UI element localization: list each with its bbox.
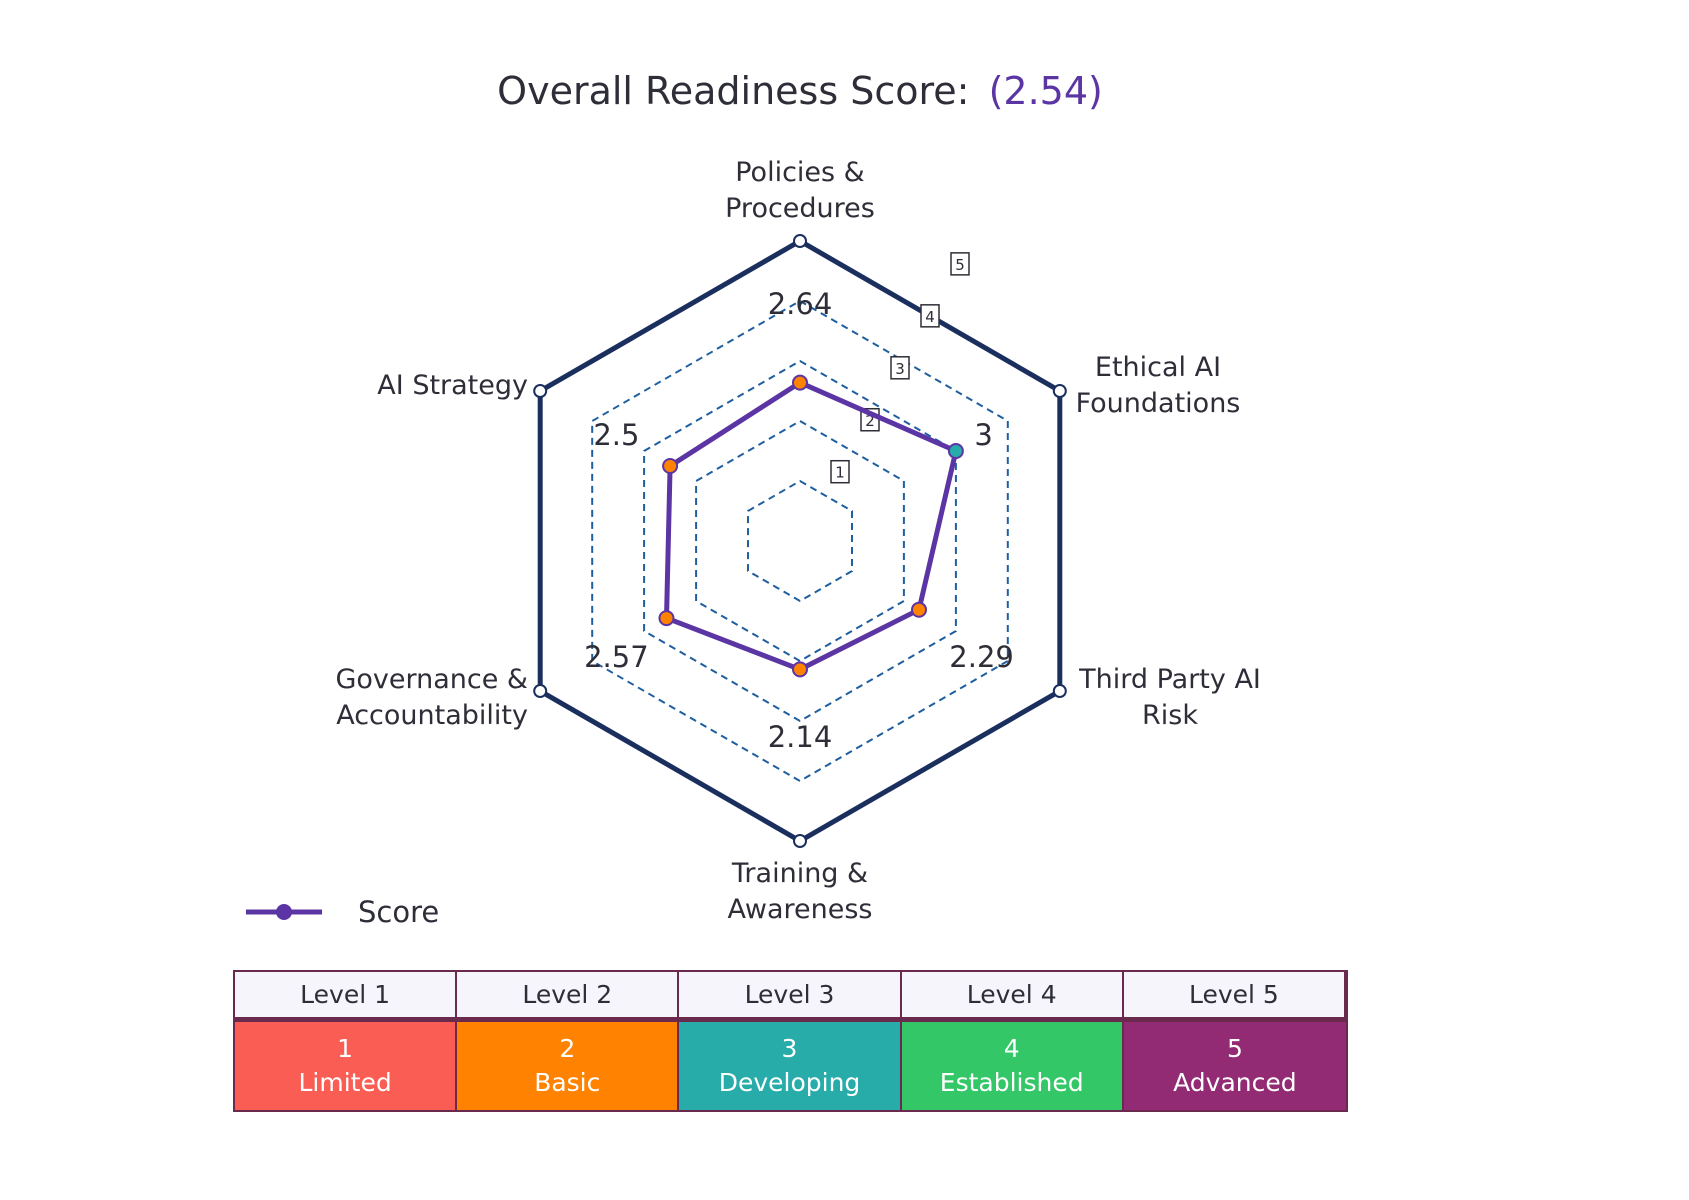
axis-label-line: Training &	[731, 858, 868, 889]
score-point-3	[910, 601, 927, 618]
level-header-5: Level 5	[1123, 972, 1346, 1022]
value-label-6: 2.5	[593, 418, 639, 452]
axis-vertex-marker	[1052, 684, 1067, 698]
tick-label: 3	[895, 360, 905, 378]
tick-box	[950, 252, 970, 276]
maturity-level-table: Level 1 Level 2 Level 3 Level 4 Level 5 …	[233, 970, 1348, 1112]
axis-label-line: Awareness	[728, 894, 873, 925]
score-series	[658, 374, 964, 678]
level-header-3: Level 3	[679, 972, 902, 1022]
tick-label: 5	[955, 256, 965, 274]
level-name: Basic	[534, 1068, 601, 1097]
score-point-6	[662, 458, 679, 474]
radial-tick-3: 3	[890, 356, 910, 380]
legend-marker	[276, 904, 292, 920]
level-name: Established	[939, 1068, 1084, 1097]
radial-tick-labels: 1 2 3 4 5	[830, 252, 970, 484]
value-label-4: 2.14	[768, 720, 833, 754]
level-header-4: Level 4	[901, 972, 1124, 1022]
axis-label-6: AI Strategy	[377, 370, 528, 401]
axis-label-line: Governance &	[335, 664, 528, 695]
tick-label: 1	[835, 464, 845, 482]
score-point-2	[947, 443, 964, 459]
score-point-5	[658, 610, 675, 627]
legend: Score	[246, 895, 439, 929]
level-header-1: Level 1	[235, 972, 458, 1022]
chart-title: Overall Readiness Score: (2.54)	[497, 69, 1103, 113]
axis-vertex-marker	[533, 684, 548, 698]
level-cell-1: 1 Limited	[235, 1022, 458, 1110]
tick-box	[830, 459, 850, 484]
tick-box	[920, 304, 940, 328]
score-polygon	[664, 380, 959, 672]
level-number: 5	[1226, 1034, 1243, 1063]
radar-grid	[591, 299, 1009, 783]
value-label-1: 2.64	[768, 287, 833, 321]
score-point-4	[792, 661, 808, 678]
grid-ring-4	[591, 299, 1009, 783]
axis-label-line: Third Party AI	[1078, 664, 1261, 695]
tick-label: 2	[865, 412, 875, 430]
axis-label-line: Foundations	[1076, 388, 1241, 419]
level-name: Advanced	[1173, 1068, 1297, 1097]
level-name: Developing	[718, 1068, 861, 1097]
axis-label-4: Training & Awareness	[728, 858, 873, 925]
axis-label-line: Procedures	[725, 193, 875, 224]
level-cell-3: 3 Developing	[679, 1022, 902, 1110]
score-point-1	[792, 374, 808, 391]
value-label-3: 2.29	[949, 640, 1014, 674]
axis-vertex-marker	[793, 234, 807, 248]
value-label-5: 2.57	[584, 640, 649, 674]
level-number: 4	[1003, 1034, 1020, 1063]
grid-ring-2	[695, 419, 905, 663]
overall-score-value: (2.54)	[989, 69, 1103, 113]
level-name: Limited	[298, 1068, 392, 1097]
level-number: 2	[559, 1034, 576, 1063]
axis-label-line: Risk	[1142, 700, 1198, 731]
axis-vertex-marker	[533, 384, 548, 398]
grid-ring-1	[747, 479, 853, 603]
level-cell-5: 5 Advanced	[1123, 1022, 1346, 1110]
radial-tick-1: 1	[830, 459, 850, 484]
tick-box	[890, 356, 910, 380]
chart-title-text: Overall Readiness Score:	[497, 69, 969, 113]
radial-tick-4: 4	[920, 304, 940, 328]
axis-label-3: Third Party AI Risk	[1078, 664, 1261, 731]
legend-label-score: Score	[358, 895, 439, 929]
axis-label-5: Governance & Accountability	[335, 664, 528, 731]
value-labels: 2.64 3 2.29 2.14 2.57 2.5	[584, 287, 1014, 754]
level-number: 1	[337, 1034, 354, 1063]
level-cell-4: 4 Established	[901, 1022, 1124, 1110]
axis-vertex-marker	[793, 834, 807, 848]
axis-label-2: Ethical AI Foundations	[1076, 352, 1241, 419]
axis-vertex-marker	[1052, 384, 1067, 398]
level-number: 3	[781, 1034, 798, 1063]
axis-label-line: Ethical AI	[1095, 352, 1221, 383]
radar-chart: Overall Readiness Score: (2.54) 1 2 3 4 5 Po…	[246, 69, 1261, 929]
axis-label-line: Policies &	[735, 157, 865, 188]
radial-tick-5: 5	[950, 252, 970, 276]
level-header-2: Level 2	[457, 972, 680, 1022]
value-label-2: 3	[974, 418, 992, 452]
tick-label: 4	[925, 308, 935, 326]
axis-label-line: AI Strategy	[377, 370, 528, 401]
axis-label-1: Policies & Procedures	[725, 157, 875, 224]
level-cell-2: 2 Basic	[457, 1022, 680, 1110]
axis-label-line: Accountability	[336, 700, 528, 731]
radar-outer-hexagon	[533, 234, 1067, 848]
axis-labels: Policies & Procedures Ethical AI Foundation…	[335, 157, 1260, 925]
